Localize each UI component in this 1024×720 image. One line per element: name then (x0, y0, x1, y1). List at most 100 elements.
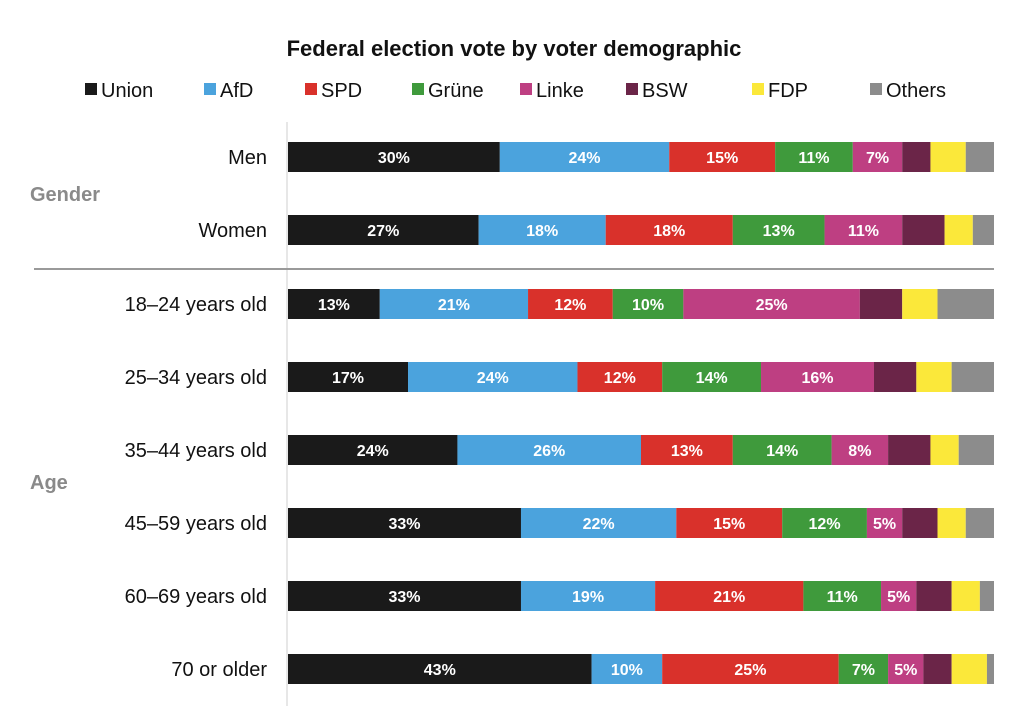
bar-linke-45-59-years-old (866, 508, 903, 538)
bar-grune-60-69-years-old (803, 581, 882, 611)
bar-others-women (972, 215, 994, 245)
bar-afd-18-24-years-old (379, 289, 529, 319)
bar-bsw-60-69-years-old (916, 581, 952, 611)
bar-spd-women (605, 215, 733, 245)
data-label-linke-men: 7% (866, 150, 889, 167)
data-label-grune-35-44-years-old: 14% (766, 443, 798, 460)
data-label-afd-35-44-years-old: 26% (533, 443, 565, 460)
data-label-afd-70-or-older: 10% (611, 662, 643, 679)
data-label-spd-70-or-older: 25% (734, 662, 766, 679)
data-label-afd-60-69-years-old: 19% (572, 589, 604, 606)
data-label-spd-18-24-years-old: 12% (554, 297, 586, 314)
data-label-linke-35-44-years-old: 8% (848, 443, 871, 460)
bar-bsw-25-34-years-old (873, 362, 917, 392)
data-label-union-60-69-years-old: 33% (388, 589, 420, 606)
row-labels: Men Women 18–24 years old 25–34 years old 35… (125, 147, 268, 681)
data-label-afd-women: 18% (526, 223, 558, 240)
row-label-25-34-years-old: 25–34 years old (125, 367, 267, 389)
bar-afd-35-44-years-old (457, 435, 641, 465)
data-label-grune-18-24-years-old: 10% (632, 297, 664, 314)
legend-swatch-others (870, 83, 882, 95)
row-label-men: Men (228, 147, 267, 169)
group-label-gender: Gender (30, 184, 100, 206)
bar-fdp-women (944, 215, 973, 245)
data-label-spd-35-44-years-old: 13% (671, 443, 703, 460)
bar-bsw-women (902, 215, 945, 245)
bar-fdp-70-or-older (951, 654, 987, 684)
data-label-union-18-24-years-old: 13% (318, 297, 350, 314)
bar-fdp-25-34-years-old (916, 362, 952, 392)
bar-grune-25-34-years-old (662, 362, 762, 392)
bar-bsw-18-24-years-old (859, 289, 903, 319)
data-label-spd-men: 15% (706, 150, 738, 167)
bar-linke-60-69-years-old (881, 581, 917, 611)
data-label-grune-men: 11% (798, 150, 829, 167)
bar-bsw-70-or-older (923, 654, 952, 684)
bar-fdp-45-59-years-old (937, 508, 966, 538)
data-label-spd-women: 18% (653, 223, 685, 240)
data-label-grune-45-59-years-old: 12% (809, 516, 841, 533)
data-label-union-70-or-older: 43% (424, 662, 456, 679)
data-label-linke-70-or-older: 5% (894, 662, 917, 679)
bar-grune-70-or-older (838, 654, 889, 684)
data-label-grune-60-69-years-old: 11% (827, 589, 858, 606)
bar-bsw-45-59-years-old (902, 508, 938, 538)
bar-others-45-59-years-old (965, 508, 994, 538)
data-label-grune-women: 13% (763, 223, 795, 240)
data-label-spd-25-34-years-old: 12% (604, 370, 636, 387)
bar-union-25-34-years-old (288, 362, 409, 392)
legend-swatch-afd (204, 83, 216, 95)
bar-others-35-44-years-old (958, 435, 994, 465)
bar-others-25-34-years-old (951, 362, 994, 392)
legend-swatch-grune (412, 83, 424, 95)
bar-union-18-24-years-old (288, 289, 380, 319)
data-label-linke-women: 11% (848, 223, 879, 240)
row-label-45-59-years-old: 45–59 years old (125, 513, 267, 535)
legend-label-afd: AfD (220, 80, 253, 102)
bar-linke-25-34-years-old (761, 362, 874, 392)
data-label-linke-18-24-years-old: 25% (756, 297, 788, 314)
bar-union-45-59-years-old (288, 508, 521, 538)
data-label-grune-70-or-older: 7% (852, 662, 875, 679)
data-label-linke-45-59-years-old: 5% (873, 516, 896, 533)
bar-spd-men (669, 142, 776, 172)
bar-spd-60-69-years-old (655, 581, 804, 611)
data-label-afd-45-59-years-old: 22% (583, 516, 615, 533)
data-label-afd-25-34-years-old: 24% (477, 370, 509, 387)
bar-grune-45-59-years-old (782, 508, 867, 538)
bar-fdp-35-44-years-old (930, 435, 959, 465)
bar-grune-18-24-years-old (612, 289, 684, 319)
data-label-linke-60-69-years-old: 5% (887, 589, 910, 606)
bar-spd-35-44-years-old (641, 435, 733, 465)
chart-title: Federal election vote by voter demograph… (287, 36, 742, 61)
data-label-union-45-59-years-old: 33% (388, 516, 420, 533)
row-label-35-44-years-old: 35–44 years old (125, 440, 267, 462)
legend-label-others: Others (886, 80, 946, 102)
bar-linke-70-or-older (888, 654, 924, 684)
bar-union-70-or-older (288, 654, 592, 684)
legend-label-union: Union (101, 80, 153, 102)
group-labels: Gender Age (30, 184, 100, 494)
legend-swatch-linke (520, 83, 532, 95)
row-label-women: Women (198, 220, 267, 242)
data-label-afd-men: 24% (569, 150, 601, 167)
legend-label-linke: Linke (536, 80, 584, 102)
bar-grune-35-44-years-old (732, 435, 832, 465)
data-label-spd-45-59-years-old: 15% (713, 516, 745, 533)
bar-afd-women (478, 215, 606, 245)
bar-afd-45-59-years-old (520, 508, 677, 538)
data-label-spd-60-69-years-old: 21% (713, 589, 745, 606)
bar-linke-men (852, 142, 903, 172)
data-label-union-25-34-years-old: 17% (332, 370, 364, 387)
bar-afd-men (499, 142, 670, 172)
bar-union-women (288, 215, 479, 245)
bar-spd-25-34-years-old (577, 362, 663, 392)
bar-union-60-69-years-old (288, 581, 521, 611)
bar-grune-women (732, 215, 825, 245)
bar-spd-45-59-years-old (676, 508, 783, 538)
bar-union-men (288, 142, 500, 172)
data-label-union-35-44-years-old: 24% (357, 443, 389, 460)
bar-linke-18-24-years-old (683, 289, 860, 319)
bar-fdp-60-69-years-old (951, 581, 980, 611)
